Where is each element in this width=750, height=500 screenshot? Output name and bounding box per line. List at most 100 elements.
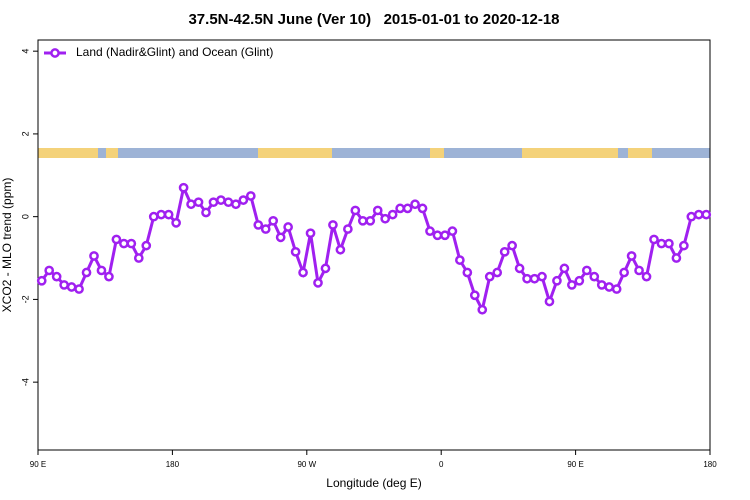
data-point <box>365 215 376 226</box>
data-point <box>216 195 226 205</box>
data-point <box>440 230 450 241</box>
data-point <box>701 209 712 220</box>
data-point <box>193 197 204 208</box>
x-tick-label: 180 <box>703 460 717 469</box>
x-tick-label: 90 E <box>567 460 583 469</box>
data-point <box>36 275 47 286</box>
data-point <box>455 255 465 265</box>
x-tick-label: 90 E <box>30 460 46 469</box>
data-point <box>402 203 413 214</box>
data-point <box>201 207 211 218</box>
x-tick-label: 0 <box>439 460 444 469</box>
data-point <box>514 263 525 274</box>
data-point <box>89 251 99 261</box>
data-point <box>477 304 488 315</box>
data-point <box>581 265 592 276</box>
data-point <box>537 271 547 282</box>
data-point <box>499 246 510 257</box>
y-tick-label: -4 <box>20 378 30 386</box>
data-point <box>634 265 644 276</box>
data-point <box>425 226 435 236</box>
legend-label: Land (Nadir&Glint) and Ocean (Glint) <box>76 45 273 59</box>
data-point <box>104 271 114 282</box>
data-point <box>51 271 62 282</box>
data-point <box>679 240 689 251</box>
data-point <box>589 271 600 282</box>
data-point <box>320 263 331 274</box>
data-point <box>305 228 316 239</box>
plot-frame <box>37 39 711 451</box>
data-point <box>649 234 659 245</box>
data-point <box>387 209 398 220</box>
legend-marker <box>50 48 60 58</box>
x-tick-label: 90 W <box>297 460 316 469</box>
data-point <box>380 213 391 224</box>
data-point <box>552 275 562 286</box>
data-point <box>163 209 174 220</box>
data-point <box>81 267 92 278</box>
data-point <box>641 271 652 282</box>
data-point <box>231 199 241 210</box>
y-tick-label: 2 <box>20 131 30 136</box>
data-point <box>268 215 279 226</box>
data-point <box>178 182 189 193</box>
data-point <box>141 240 152 251</box>
y-tick-label: 4 <box>20 49 30 54</box>
x-axis-label: Longitude (deg E) <box>326 476 421 490</box>
data-point <box>462 267 473 278</box>
data-point <box>484 271 495 282</box>
data-point <box>343 224 353 234</box>
data-point <box>156 209 167 220</box>
data-point <box>410 199 420 210</box>
data-point <box>469 290 480 301</box>
data-point <box>596 280 607 290</box>
data-point <box>372 205 383 216</box>
data-point <box>395 203 405 214</box>
data-point <box>357 215 368 226</box>
data-point <box>126 238 137 249</box>
data-point <box>656 238 667 249</box>
data-point <box>208 197 219 208</box>
data-point <box>119 238 129 249</box>
data-point <box>350 205 361 216</box>
data-point <box>619 267 629 278</box>
data-point <box>186 199 196 210</box>
data-point <box>238 195 249 205</box>
data-point <box>574 275 585 286</box>
data-point <box>275 232 286 243</box>
data-point <box>74 284 84 294</box>
data-point <box>313 278 323 288</box>
y-tick-label: -2 <box>20 295 30 303</box>
data-point <box>559 263 570 274</box>
data-point <box>328 220 338 230</box>
data-point <box>417 203 428 214</box>
data-point <box>171 218 181 228</box>
data-point <box>492 267 503 278</box>
data-point <box>253 220 264 230</box>
chart-title: 37.5N-42.5N June (Ver 10) 2015-01-01 to … <box>188 11 559 28</box>
data-point <box>686 211 697 222</box>
data-point <box>66 282 77 292</box>
data-point <box>59 280 69 290</box>
map-strip <box>38 148 710 158</box>
data-point <box>447 226 458 236</box>
data-point <box>522 273 532 284</box>
x-tick-label: 180 <box>166 460 180 469</box>
data-point <box>260 224 271 234</box>
data-point <box>544 296 555 307</box>
data-line <box>40 182 707 315</box>
data-point <box>245 191 256 201</box>
data-point <box>290 246 301 257</box>
data-point <box>693 209 704 220</box>
data-point <box>604 282 615 292</box>
data-point <box>148 211 159 222</box>
data-point <box>529 273 540 284</box>
data-point <box>335 244 346 255</box>
data-point <box>133 253 144 263</box>
data-point <box>567 280 577 290</box>
data-point <box>432 230 443 241</box>
data-point <box>626 251 637 261</box>
y-axis-label: XCO2 - MLO trend (ppm) <box>0 178 14 313</box>
data-point <box>111 234 122 245</box>
